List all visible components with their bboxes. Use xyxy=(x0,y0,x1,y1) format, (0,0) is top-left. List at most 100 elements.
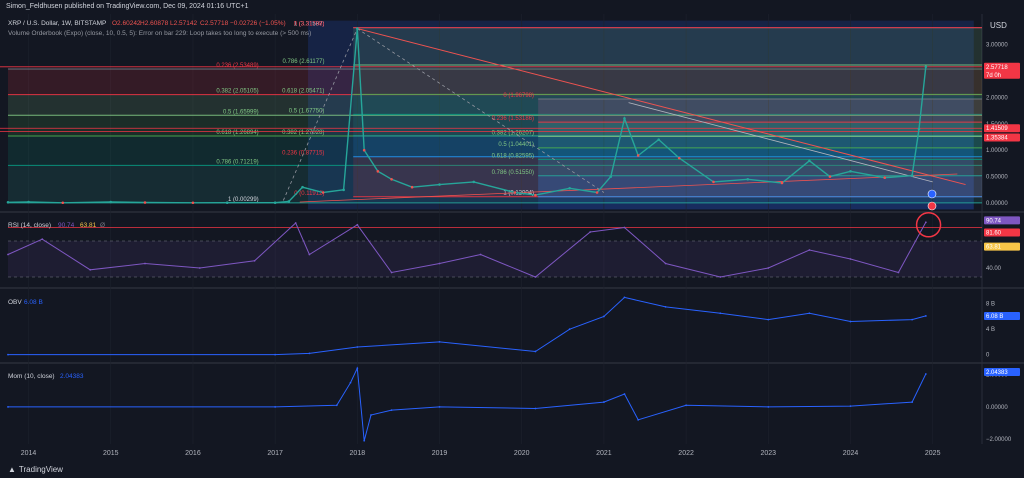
rsi-series xyxy=(7,222,927,278)
mom-point xyxy=(7,406,9,408)
mom-tick-label: −2.00000 xyxy=(986,437,1012,443)
obv-point xyxy=(356,346,359,348)
price-label-1-badge xyxy=(984,124,1020,133)
mom-label-0-badge xyxy=(984,367,1020,376)
price-point xyxy=(609,175,613,178)
rsi-point xyxy=(623,226,626,229)
fib-c-zone[interactable] xyxy=(538,159,982,176)
rsi-point xyxy=(308,253,311,256)
price-tick-label: 3.00000 xyxy=(986,42,1008,48)
rsi-point xyxy=(89,268,92,271)
rsi-highlight-circle[interactable] xyxy=(915,212,942,238)
x-tick-label: 2023 xyxy=(761,450,777,457)
fib-a-label-3: 0.618 (1.26894) xyxy=(216,130,258,136)
rsi-point xyxy=(534,276,537,278)
fib-a-zone[interactable] xyxy=(8,135,982,166)
price-point xyxy=(828,175,832,178)
mom-point xyxy=(924,373,927,375)
rsi-tick-label: 40.00 xyxy=(986,266,1002,272)
fib-b-label-4: 0.5 (1.67750) xyxy=(289,108,325,114)
dashed-trendline[interactable] xyxy=(282,28,358,201)
obv-label-0-badge xyxy=(984,311,1020,320)
price-point xyxy=(595,191,599,194)
mom-tick-label: 0.00000 xyxy=(986,405,1008,411)
fib-c-zone[interactable] xyxy=(538,175,982,197)
fib-b-zone[interactable] xyxy=(353,135,982,157)
price-tick-label: 0.00000 xyxy=(986,201,1008,207)
descending-trendline-2[interactable] xyxy=(628,102,933,183)
obv-pane-background xyxy=(0,291,1024,361)
price-point xyxy=(657,138,661,141)
obv-point xyxy=(808,312,811,315)
fib-a-zone[interactable] xyxy=(8,69,982,95)
fib-b-label-1: 0 (3.31708) xyxy=(294,22,325,28)
rsi-point xyxy=(719,276,722,278)
price-point xyxy=(849,170,852,173)
trendline-layer[interactable] xyxy=(0,28,982,203)
price-point xyxy=(301,185,304,189)
price-label-2-text: 1.35384 xyxy=(986,135,1008,141)
obv-title: OBV xyxy=(8,299,22,306)
chart-canvas[interactable]: 0.236 (2.53489) 0.382 (2.05105) 0.5 (1.659… xyxy=(0,14,1024,464)
price-point xyxy=(746,177,750,181)
dashed-trendline-2[interactable] xyxy=(357,28,605,193)
x-tick-label: 2019 xyxy=(432,450,448,457)
mom-point xyxy=(767,406,770,408)
fib-c-label-2: 0.382 (1.26207) xyxy=(492,130,534,136)
fib-c-label-1: 0.236 (1.53186) xyxy=(492,116,534,122)
obv-point xyxy=(274,353,277,356)
price-point xyxy=(287,200,291,203)
rsi-label-2-badge xyxy=(984,242,1020,251)
obv-point xyxy=(568,328,571,331)
flag-icon[interactable] xyxy=(927,189,937,199)
obv-point xyxy=(911,318,914,321)
descending-trendline[interactable] xyxy=(357,28,966,186)
price-point xyxy=(143,201,147,204)
price-point xyxy=(191,201,195,205)
price-point xyxy=(61,201,65,205)
footer-bar: ▲ TradingView xyxy=(0,462,1024,478)
fib-b-zone[interactable] xyxy=(353,27,982,65)
mom-point xyxy=(363,439,366,442)
fib-c-zone[interactable] xyxy=(538,122,982,137)
price-point xyxy=(376,170,380,173)
fib-b-zone[interactable] xyxy=(353,114,982,136)
rsi-label-0-text: 90.74 xyxy=(986,218,1002,224)
fib-c-zone[interactable] xyxy=(538,147,982,160)
price-point xyxy=(513,191,517,194)
fib-a-zone[interactable] xyxy=(8,115,982,136)
mom-value: 2.04383 xyxy=(60,373,84,380)
mom-pane-background xyxy=(0,365,1024,444)
fib-a-zone[interactable] xyxy=(8,94,982,116)
price-point xyxy=(910,174,914,177)
obv-point xyxy=(623,296,626,299)
obv-point xyxy=(924,315,927,317)
mom-label-0-text: 2.04383 xyxy=(986,370,1008,376)
obv-series xyxy=(8,296,926,356)
highlight-box-2[interactable] xyxy=(538,98,974,210)
rsi-point xyxy=(356,223,359,226)
obv-tick-label: 0 xyxy=(986,353,990,359)
mom-point xyxy=(370,414,372,416)
fib-c-zone[interactable] xyxy=(538,136,982,148)
price-tick-label: 0.50000 xyxy=(986,175,1008,181)
rsi-label-2-text: 63.81 xyxy=(986,245,1002,251)
obv-point xyxy=(534,350,537,353)
rsi-point xyxy=(589,231,592,233)
flag-icon-2[interactable] xyxy=(927,201,937,211)
price-point xyxy=(362,148,366,152)
mom-point xyxy=(685,404,688,407)
x-tick-label: 2014 xyxy=(21,450,37,457)
ohlc-low: L2.57142 xyxy=(170,20,197,27)
obv-value: 6.08 B xyxy=(24,299,43,306)
fib-b-zone[interactable] xyxy=(353,64,982,95)
obv-label-0-text: 6.08 B xyxy=(986,314,1003,320)
ascending-trendline[interactable] xyxy=(299,173,958,203)
obv-point xyxy=(7,353,9,356)
price-point xyxy=(677,156,681,160)
fibonacci-layer[interactable]: 0.236 (2.53489) 0.382 (2.05105) 0.5 (1.659… xyxy=(8,22,982,204)
x-tick-label: 2016 xyxy=(185,450,201,457)
fib-c-zone[interactable] xyxy=(538,99,982,123)
price-label-0-badge xyxy=(984,62,1020,79)
price-point xyxy=(636,154,640,157)
